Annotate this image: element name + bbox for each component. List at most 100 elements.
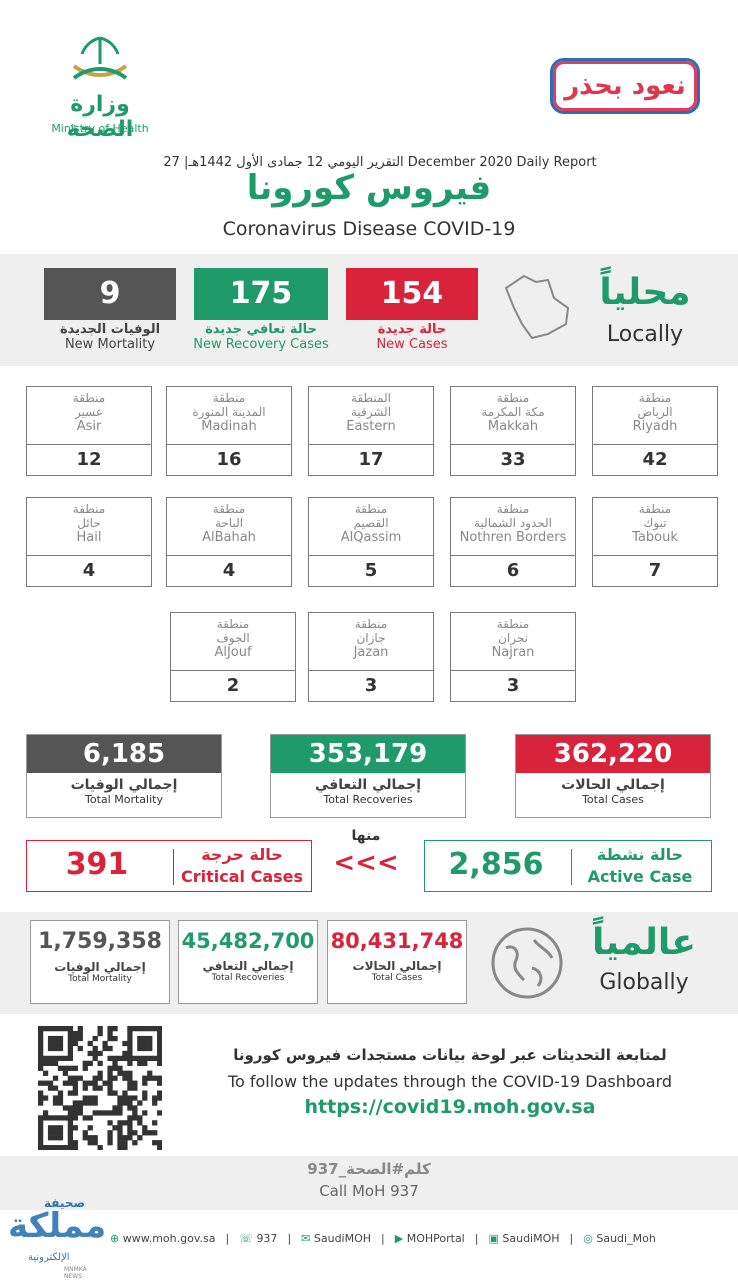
qr-code[interactable] [38,1026,162,1150]
footer-youtube[interactable]: ▶ MOHPortal [395,1232,465,1245]
call-en: Call MoH 937 [319,1182,419,1200]
region-label: منطقة الحدود الشمالية Nothren Borders [451,498,575,556]
region-value: 3 [364,675,378,696]
footer-instagram[interactable]: ◎ Saudi_Moh [583,1232,656,1245]
active-case-card: 2,856 حالة نشطة Active Case [424,840,712,892]
footer-divider: | [474,1231,479,1245]
region-name-ar: تبوك [643,516,667,530]
region-value: 3 [506,675,520,696]
total-cases-value: 362,220 [516,735,710,773]
total-cases-en: Total Cases [582,793,644,806]
region-card: منطقة مكة المكرمة Makkah 33 [450,386,576,476]
region-value: 4 [82,560,96,581]
new-cases-stat: 154 حالة جديدة New Cases [346,268,478,352]
moh-logo: وزارة الصحة Ministry of Health [40,34,160,142]
new-mortality-en: New Mortality [64,337,156,352]
moh-name-ar: وزارة الصحة [66,92,134,142]
minha-label: منها [351,828,381,844]
new-cases-value: 154 [346,268,478,320]
region-label: منطقة الرياض Riyadh [593,387,717,445]
saudi-map-icon [504,274,570,340]
region-value: 42 [642,449,668,470]
region-name-ar: نجران [498,631,528,645]
footer-instagram-text: Saudi_Moh [596,1231,656,1245]
new-recovery-ar: حالة تعافي جديدة [205,322,317,337]
globe-small-icon: ⊕ [110,1231,120,1245]
region-prefix: منطقة [212,391,246,405]
instagram-icon: ◎ [583,1231,593,1245]
region-name-en: Hail [76,530,102,545]
total-mortality-card: 6,185 إجمالي الوفيات Total Mortality [26,734,222,818]
footer-twitter[interactable]: ✉ SaudiMOH [301,1232,371,1245]
dashboard-link[interactable]: https://covid19.moh.gov.sa [304,1096,596,1118]
region-name-en: Nothren Borders [459,530,567,545]
region-name-en: Tabouk [632,530,678,545]
arrows-icon: <<< [333,848,399,878]
region-name-en: AlBahah [202,530,256,545]
global-recoveries-ar: إجمالي التعافي [202,959,294,973]
region-name-en: AlJouf [214,645,252,660]
region-value: 5 [364,560,378,581]
global-mortality-ar: إجمالي الوفيات [54,960,146,974]
facebook-icon: ▣ [488,1231,499,1245]
region-name-en: Riyadh [632,419,678,434]
footer-facebook[interactable]: ▣ SaudiMOH [488,1232,559,1245]
region-value: 4 [222,560,236,581]
global-cases-value: 80,431,748 [330,929,464,953]
global-recoveries-card: 45,482,700 إجمالي التعافي Total Recoveri… [178,920,318,1004]
region-name-ar: حائل [77,516,101,530]
new-mortality-value: 9 [44,268,176,320]
total-recoveries-value: 353,179 [271,735,465,773]
global-mortality-value: 1,759,358 [38,929,162,954]
watermark-sub: الإلكترونية [28,1252,70,1263]
title-en: Coronavirus Disease COVID-19 [222,218,516,240]
locally-heading-en: Locally [606,322,684,347]
region-card: منطقة الجوف AlJouf 2 [170,612,296,702]
region-prefix: منطقة [212,502,246,516]
footer-divider: | [225,1231,230,1245]
region-label: منطقة تبوك Tabouk [593,498,717,556]
region-name-ar: الرياض [637,405,673,419]
new-mortality-ar: الوفيات الجديدة [59,322,161,337]
region-name-en: Jazan [353,645,389,660]
palm-swords-icon [72,36,128,80]
title-ar: فيروس كورونا [246,168,492,208]
naood-text: نعود بحذر [564,71,686,101]
region-value: 2 [226,675,240,696]
region-prefix: منطقة [354,502,388,516]
region-prefix: المنطقة [351,391,391,405]
globally-heading-en: Globally [599,970,689,995]
footer-youtube-text: MOHPortal [406,1231,465,1245]
footer-phone[interactable]: ☏ 937 [239,1232,277,1245]
watermark-brand: مملكة [8,1206,107,1246]
daily-report-line: التقرير اليومي 12 جمادى الأول 1442هـ| 27… [163,155,597,170]
region-name-en: Eastern [346,419,396,434]
footer-facebook-text: SaudiMOH [502,1231,560,1245]
region-name-ar: الباحة [214,516,244,530]
dashboard-en: To follow the updates through the COVID-… [227,1072,673,1091]
critical-cases-card: 391 حالة حرجة Critical Cases [26,840,312,892]
region-card: منطقة حائل Hail 4 [26,497,152,587]
phone-icon: ☏ [239,1231,253,1245]
new-mortality-stat: 9 الوفيات الجديدة New Mortality [44,268,176,352]
active-divider [571,849,572,885]
region-card: منطقة تبوك Tabouk 7 [592,497,718,587]
region-label: منطقة حائل Hail [27,498,151,556]
total-mortality-value: 6,185 [27,735,221,773]
watermark-tag: MNMKA NEWS [64,1266,87,1280]
total-mortality-en: Total Mortality [85,793,163,806]
region-card: منطقة الباحة AlBahah 4 [166,497,292,587]
region-name-en: Makkah [487,419,539,434]
region-value: 33 [500,449,526,470]
region-prefix: منطقة [496,391,530,405]
global-recoveries-value: 45,482,700 [181,929,315,953]
total-recoveries-en: Total Recoveries [323,793,413,806]
call-ar: كلم#الصحة_937 [307,1160,431,1178]
footer-website[interactable]: ⊕ www.moh.gov.sa [110,1232,215,1245]
region-card: منطقة الحدود الشمالية Nothren Borders 6 [450,497,576,587]
footer-divider: | [569,1231,574,1245]
region-label: منطقة الجوف AlJouf [171,613,295,671]
new-recovery-en: New Recovery Cases [193,337,329,352]
region-prefix: منطقة [638,391,672,405]
new-recovery-value: 175 [194,268,328,320]
